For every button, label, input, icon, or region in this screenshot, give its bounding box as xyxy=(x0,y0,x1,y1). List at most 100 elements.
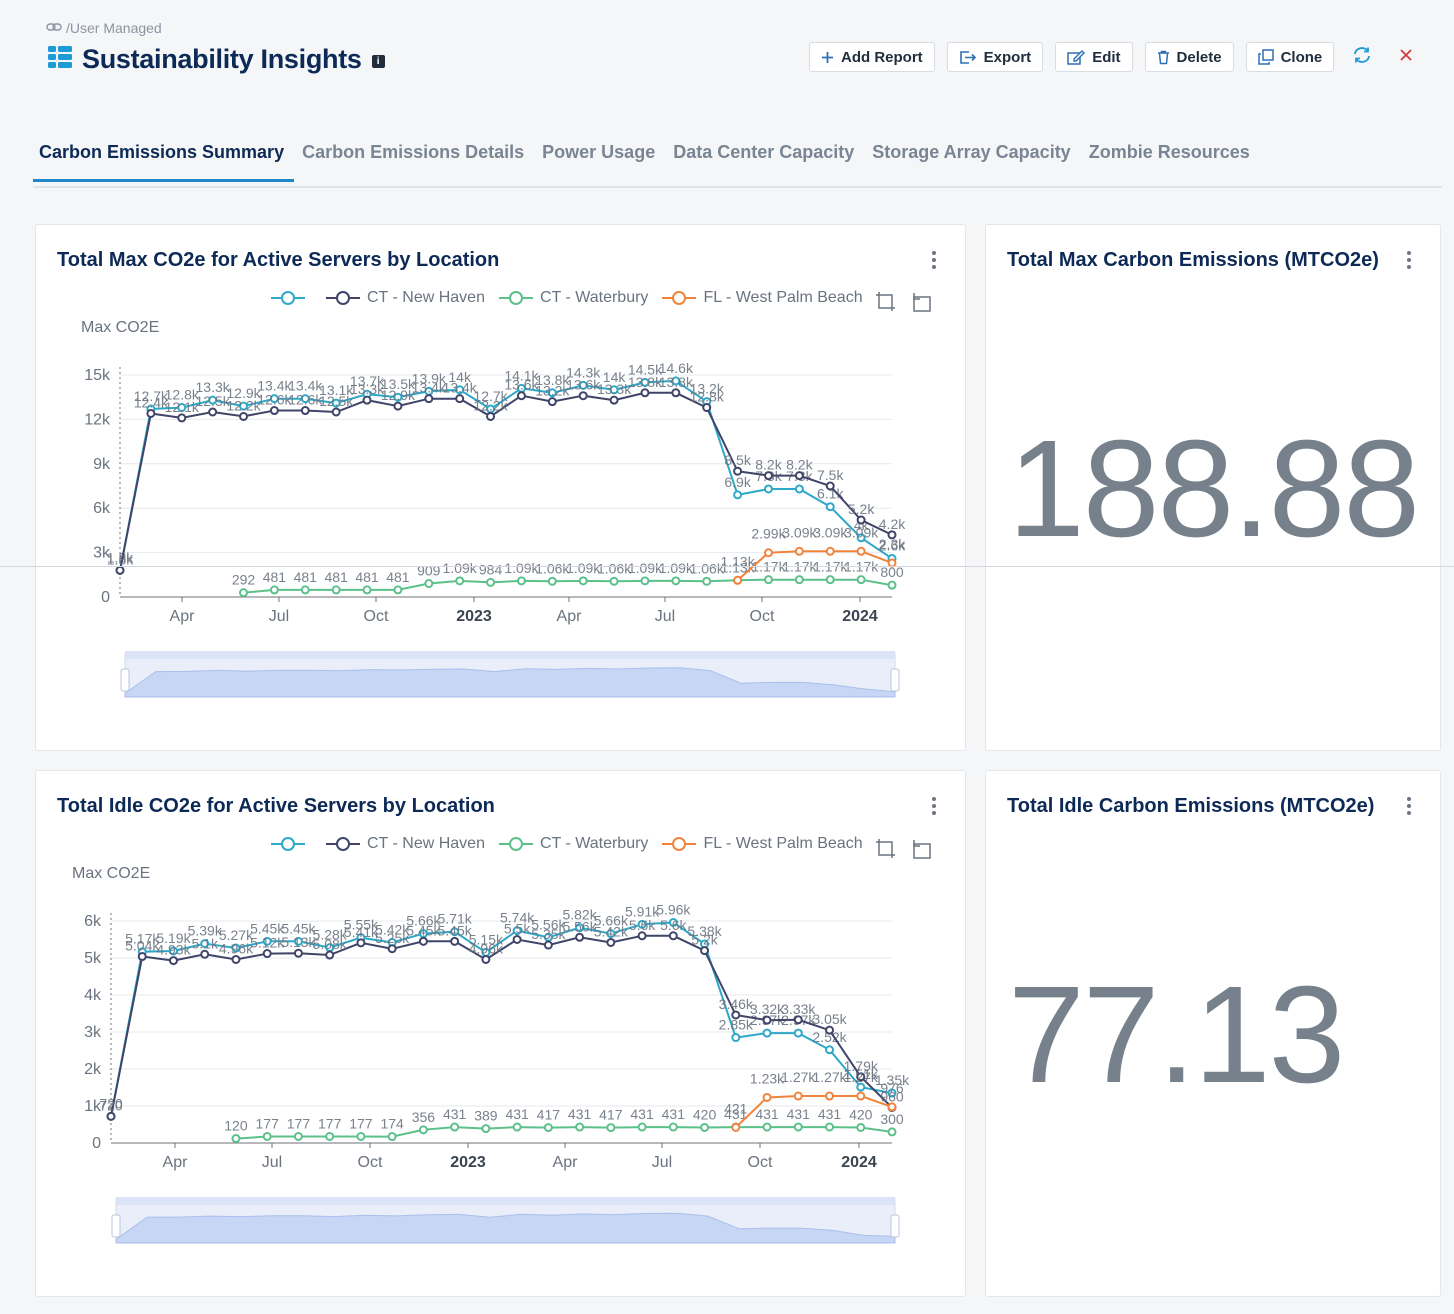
add-report-button[interactable]: Add Report xyxy=(809,42,935,72)
data-label: 5.1k xyxy=(191,935,218,951)
info-icon[interactable]: i xyxy=(371,55,385,68)
edit-label: Edit xyxy=(1092,48,1121,66)
legend-item-new-haven[interactable]: CT - New Haven xyxy=(326,835,485,853)
data-label: 5.96k xyxy=(656,901,691,917)
data-label: 481 xyxy=(386,569,410,585)
data-label: 5.15k xyxy=(469,931,504,947)
data-point xyxy=(794,575,804,585)
data-point xyxy=(137,952,147,962)
legend-item-waterbury[interactable]: CT - Waterbury xyxy=(498,835,648,853)
zoom-slider-bar xyxy=(125,651,895,659)
data-label: 174 xyxy=(380,1116,404,1132)
data-point xyxy=(763,471,773,481)
data-label: 481 xyxy=(324,569,348,585)
breadcrumb-text[interactable]: /User Managed xyxy=(66,20,162,36)
idle-co2e-line-chart[interactable]: 0 1k 2k 3k 4k 5k 6k Apr Jul Oct 2023 Apr Jul Oct 2024 7… xyxy=(36,871,967,1291)
tab-carbon-emissions-details[interactable]: Carbon Emissions Details xyxy=(302,142,525,162)
edit-button[interactable]: Edit xyxy=(1055,42,1133,72)
data-label: 14k xyxy=(603,369,627,385)
legend-item-west-palm-beach[interactable]: FL - West Palm Beach xyxy=(662,835,863,853)
data-point xyxy=(325,1131,335,1141)
more-options-icon[interactable] xyxy=(931,251,937,269)
tab-data-center-capacity[interactable]: Data Center Capacity xyxy=(673,142,855,162)
tab-storage-array-capacity[interactable]: Storage Array Capacity xyxy=(872,142,1071,162)
y-axis-title: Max CO2E xyxy=(72,865,151,882)
y-tick-label: 4k xyxy=(84,987,102,1004)
data-label: 12.9k xyxy=(226,385,261,401)
max-co2e-chart-card: Total Max CO2e for Active Servers by Loc… xyxy=(35,224,966,751)
data-point xyxy=(393,401,403,411)
zoom-slider-handle-right[interactable] xyxy=(890,668,900,692)
zoom-icon[interactable] xyxy=(875,291,897,318)
data-label: 12.8k xyxy=(165,387,200,403)
data-point xyxy=(731,1122,741,1132)
zoom-slider-handle-right[interactable] xyxy=(890,1214,900,1238)
reset-zoom-icon[interactable] xyxy=(911,838,933,865)
reset-zoom-icon[interactable] xyxy=(911,291,933,318)
zoom-slider-handle-left[interactable] xyxy=(111,1214,121,1238)
data-label: 984 xyxy=(479,561,503,577)
data-label: 420 xyxy=(693,1106,717,1122)
data-point xyxy=(450,927,460,937)
more-options-icon[interactable] xyxy=(1406,797,1412,815)
add-report-label: Add Report xyxy=(841,48,923,66)
data-point xyxy=(455,576,465,586)
data-point xyxy=(637,931,647,941)
tab-zombie-resources[interactable]: Zombie Resources xyxy=(1088,142,1250,162)
data-label: 13.7k xyxy=(350,373,385,389)
refresh-button[interactable] xyxy=(1346,42,1378,72)
data-point xyxy=(794,546,804,556)
legend-item-unnamed[interactable] xyxy=(271,290,312,306)
legend-item-west-palm-beach[interactable]: FL - West Palm Beach xyxy=(662,289,863,307)
max-co2e-line-chart[interactable]: 0 3k 6k 9k 12k 15k Apr Jul Oct 2023 Apr Jul Oct 2024 1… xyxy=(36,325,967,745)
data-label: 5.6k xyxy=(660,917,687,933)
data-label: 420 xyxy=(849,1106,873,1122)
data-point xyxy=(455,385,465,395)
data-label: 13.9k xyxy=(412,370,447,386)
data-point xyxy=(481,1124,491,1134)
data-label: 431 xyxy=(505,1106,529,1122)
tab-power-usage[interactable]: Power Usage xyxy=(542,142,656,162)
data-point xyxy=(231,954,241,964)
data-point xyxy=(762,1028,772,1038)
zoom-slider-handle-left[interactable] xyxy=(120,668,130,692)
delete-button[interactable]: Delete xyxy=(1144,42,1234,72)
data-label: 976 xyxy=(880,1080,904,1096)
data-point xyxy=(356,938,366,948)
data-label: 5.27k xyxy=(219,927,254,943)
legend-item-waterbury[interactable]: CT - Waterbury xyxy=(498,289,648,307)
series-line xyxy=(235,1126,893,1140)
data-label: 5.39k xyxy=(188,923,223,939)
more-options-icon[interactable] xyxy=(931,797,937,815)
more-options-icon[interactable] xyxy=(1406,251,1412,269)
data-point xyxy=(794,471,804,481)
data-point xyxy=(825,481,835,491)
data-label: 13.4k xyxy=(288,378,323,394)
export-label: Export xyxy=(983,48,1032,66)
data-point xyxy=(512,1122,522,1132)
data-label: 13.1k xyxy=(319,382,354,398)
clone-button[interactable]: Clone xyxy=(1245,42,1335,72)
legend-item-new-haven[interactable]: CT - New Haven xyxy=(326,289,485,307)
data-label: 800 xyxy=(880,564,904,580)
data-point xyxy=(239,411,249,421)
data-point xyxy=(825,502,835,512)
legend-item-unnamed[interactable] xyxy=(271,836,312,852)
y-tick-label: 5k xyxy=(84,950,102,967)
data-label: 431 xyxy=(724,1106,748,1122)
data-point xyxy=(640,388,650,398)
data-point xyxy=(575,932,585,942)
data-label: 13.3k xyxy=(350,381,385,397)
data-point xyxy=(543,1123,553,1133)
data-point xyxy=(300,406,310,416)
chart-legend: CT - New Haven CT - Waterbury FL - West … xyxy=(271,289,863,307)
tab-carbon-emissions-summary[interactable]: Carbon Emissions Summary xyxy=(33,138,295,182)
data-point xyxy=(763,575,773,585)
zoom-icon[interactable] xyxy=(875,838,897,865)
close-button[interactable] xyxy=(1390,42,1422,72)
data-point xyxy=(578,380,588,390)
data-label: 3.33k xyxy=(781,1001,816,1017)
data-point xyxy=(762,1122,772,1132)
export-button[interactable]: Export xyxy=(946,42,1044,72)
data-point xyxy=(208,395,218,405)
